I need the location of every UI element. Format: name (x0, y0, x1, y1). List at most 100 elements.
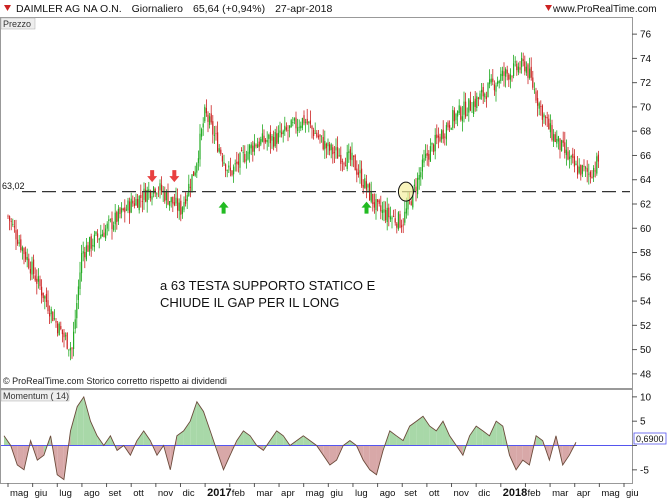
candle-up (367, 184, 369, 188)
x-tick-label: mag (306, 488, 324, 499)
website-label: www.ProRealTime.com (552, 4, 657, 15)
candle-up (476, 96, 478, 109)
x-axis: mag giu lug ago set ott nov dic 2017 feb mar apr mag… (7, 483, 639, 499)
candle-down (541, 105, 543, 120)
annotations (147, 170, 414, 214)
candle-down (516, 63, 518, 71)
candle-down (469, 100, 471, 111)
candle-up (79, 272, 81, 290)
candle-up (105, 228, 107, 239)
candle-down (215, 133, 217, 135)
candle-up (121, 207, 123, 213)
candle-up (391, 217, 393, 220)
candle-down (333, 152, 335, 154)
candle-up (452, 109, 454, 128)
candle-down (17, 239, 19, 244)
candle-down (349, 149, 351, 160)
candle-down (287, 130, 289, 132)
momentum-area-negative (509, 445, 517, 470)
candle-down (90, 236, 92, 249)
momentum-area-positive (536, 435, 543, 446)
candle-down (329, 144, 331, 151)
candle-up (289, 125, 291, 129)
candle-up (213, 134, 215, 136)
candle-up (175, 197, 177, 204)
x-tick-label: mag (10, 488, 28, 499)
momentum-tick-label: 10 (640, 392, 652, 403)
candle-up (191, 174, 193, 191)
candle-down (141, 201, 143, 202)
momentum-panel-tab[interactable] (0, 389, 70, 402)
candle-up (490, 78, 492, 83)
candle-up (82, 251, 84, 254)
momentum-area-negative (323, 445, 330, 465)
candle-down (309, 120, 311, 125)
candle-down (583, 166, 585, 168)
candle-up (585, 167, 587, 169)
candle-up (386, 207, 388, 223)
candle-down (306, 118, 308, 124)
candle-up (201, 129, 203, 137)
candle-down (564, 142, 566, 154)
x-tick-label: ago (84, 488, 100, 499)
price-tick-label: 74 (640, 54, 652, 65)
candle-up (228, 165, 230, 168)
candle-up (194, 172, 196, 176)
candle-up (98, 238, 100, 241)
candle-up (364, 178, 366, 188)
x-tick-label: lug (355, 488, 368, 499)
price-tick-label: 76 (640, 30, 652, 41)
candle-down (177, 198, 179, 211)
candle-down (437, 135, 439, 138)
candle-down (52, 311, 54, 322)
candle-down (237, 161, 239, 165)
candle-down (39, 279, 41, 287)
candle-up (245, 159, 247, 161)
price-panel (0, 17, 633, 389)
price-panel-tab[interactable] (0, 17, 36, 30)
candle-up (445, 125, 447, 140)
x-tick-label: ago (380, 488, 396, 499)
candle-down (428, 153, 430, 160)
candle-down (231, 170, 233, 176)
candle-up (282, 130, 284, 135)
candle-down (530, 66, 532, 78)
x-tick-label: dic (182, 488, 194, 499)
candle-down (116, 212, 118, 222)
candle-up (305, 121, 307, 123)
candle-down (111, 217, 113, 230)
candle-down (522, 59, 524, 61)
candle-down (221, 155, 223, 162)
candle-up (479, 93, 481, 100)
candle-down (185, 199, 187, 204)
candle-down (362, 185, 364, 188)
candle-up (431, 142, 433, 145)
candle-down (436, 134, 438, 139)
momentum-area-positive (303, 435, 310, 446)
candle-up (473, 101, 475, 115)
momentum-line (3, 395, 577, 481)
candle-up (266, 140, 268, 143)
candle-down (241, 149, 243, 151)
momentum-area-negative (57, 445, 64, 480)
candle-up (68, 349, 70, 351)
momentum-area-positive (389, 430, 397, 446)
candle-up (565, 149, 567, 156)
momentum-tick-label: 5 (640, 417, 646, 428)
candle-up (233, 166, 235, 175)
candle-down (60, 326, 62, 330)
candle-down (20, 239, 22, 251)
candle-down (396, 223, 398, 228)
candle-down (545, 116, 547, 118)
candle-down (157, 191, 159, 193)
candle-up (93, 234, 95, 248)
candle-up (553, 134, 555, 142)
candle-up (513, 63, 515, 76)
candle-up (298, 126, 300, 128)
candle-down (129, 201, 131, 214)
momentum-area-positive (296, 435, 304, 446)
candle-down (482, 87, 484, 97)
arrow-up-icon (218, 201, 229, 214)
candle-down (519, 67, 521, 70)
momentum-area-negative (363, 445, 370, 470)
